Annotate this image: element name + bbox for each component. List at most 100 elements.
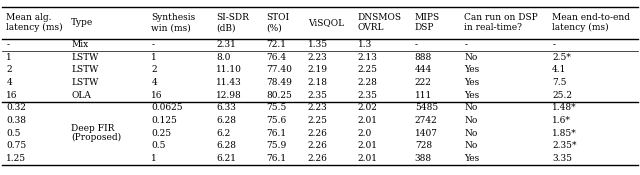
Text: 6.28: 6.28 — [216, 141, 236, 150]
Text: 5485: 5485 — [415, 103, 438, 112]
Text: 2.28: 2.28 — [358, 78, 378, 87]
Text: 12.98: 12.98 — [216, 91, 242, 100]
Text: 1.6*: 1.6* — [552, 116, 571, 125]
Text: 11.10: 11.10 — [216, 65, 242, 75]
Text: 0.32: 0.32 — [6, 103, 26, 112]
Text: LSTW: LSTW — [71, 53, 99, 62]
Text: 1407: 1407 — [415, 128, 438, 138]
Text: 2.01: 2.01 — [358, 116, 378, 125]
Text: 2742: 2742 — [415, 116, 438, 125]
Text: LSTW: LSTW — [71, 78, 99, 87]
Text: 2.19: 2.19 — [308, 65, 328, 75]
Text: 8.0: 8.0 — [216, 53, 230, 62]
Text: 2.35*: 2.35* — [552, 141, 577, 150]
Text: No: No — [465, 141, 478, 150]
Text: -: - — [152, 40, 154, 49]
Text: 25.2: 25.2 — [552, 91, 572, 100]
Text: STOI
(%): STOI (%) — [266, 13, 289, 32]
Text: 1.48*: 1.48* — [552, 103, 577, 112]
Text: 0.75: 0.75 — [6, 141, 27, 150]
Text: 888: 888 — [415, 53, 432, 62]
Text: 444: 444 — [415, 65, 432, 75]
Text: 2.26: 2.26 — [308, 154, 328, 163]
Text: 2.26: 2.26 — [308, 141, 328, 150]
Text: SI-SDR
(dB): SI-SDR (dB) — [216, 13, 249, 32]
Text: 76.4: 76.4 — [266, 53, 286, 62]
Text: 2.01: 2.01 — [358, 141, 378, 150]
Text: 728: 728 — [415, 141, 432, 150]
Text: 2: 2 — [152, 65, 157, 75]
Text: 2.35: 2.35 — [308, 91, 328, 100]
Text: 11.43: 11.43 — [216, 78, 242, 87]
Text: 16: 16 — [152, 91, 163, 100]
Text: 2.01: 2.01 — [358, 154, 378, 163]
Text: 0.0625: 0.0625 — [152, 103, 183, 112]
Text: LSTW: LSTW — [71, 65, 99, 75]
Text: 2.02: 2.02 — [358, 103, 378, 112]
Text: 6.33: 6.33 — [216, 103, 236, 112]
Text: 4: 4 — [6, 78, 12, 87]
Text: 0.38: 0.38 — [6, 116, 26, 125]
Text: 72.1: 72.1 — [266, 40, 286, 49]
Text: Mix: Mix — [71, 40, 88, 49]
Text: 1.25: 1.25 — [6, 154, 26, 163]
Text: Synthesis
win (ms): Synthesis win (ms) — [152, 13, 196, 32]
Text: Yes: Yes — [465, 154, 479, 163]
Text: -: - — [465, 40, 467, 49]
Text: -: - — [415, 40, 418, 49]
Text: 2.18: 2.18 — [308, 78, 328, 87]
Text: 75.9: 75.9 — [266, 141, 286, 150]
Text: 2.25: 2.25 — [358, 65, 378, 75]
Text: 6.21: 6.21 — [216, 154, 236, 163]
Text: 2.26: 2.26 — [308, 128, 328, 138]
Text: 0.25: 0.25 — [152, 128, 172, 138]
Text: 6.28: 6.28 — [216, 116, 236, 125]
Text: 77.40: 77.40 — [266, 65, 292, 75]
Text: 1.35: 1.35 — [308, 40, 328, 49]
Text: 0.5: 0.5 — [6, 128, 21, 138]
Text: OLA: OLA — [71, 91, 91, 100]
Text: 1: 1 — [6, 53, 12, 62]
Text: 222: 222 — [415, 78, 431, 87]
Text: 76.1: 76.1 — [266, 154, 286, 163]
Text: 78.49: 78.49 — [266, 78, 292, 87]
Text: 2: 2 — [6, 65, 12, 75]
Text: 1: 1 — [152, 53, 157, 62]
Text: 0.125: 0.125 — [152, 116, 177, 125]
Text: No: No — [465, 103, 478, 112]
Text: Mean end-to-end
latency (ms): Mean end-to-end latency (ms) — [552, 13, 630, 32]
Text: 76.1: 76.1 — [266, 128, 286, 138]
Text: -: - — [552, 40, 556, 49]
Text: 16: 16 — [6, 91, 18, 100]
Text: 2.23: 2.23 — [308, 53, 328, 62]
Text: 388: 388 — [415, 154, 432, 163]
Text: Type: Type — [71, 18, 93, 27]
Text: MIPS
DSP: MIPS DSP — [415, 13, 440, 32]
Text: No: No — [465, 128, 478, 138]
Text: 2.35: 2.35 — [358, 91, 378, 100]
Text: 2.5*: 2.5* — [552, 53, 571, 62]
Text: No: No — [465, 116, 478, 125]
Text: 75.5: 75.5 — [266, 103, 286, 112]
Text: -: - — [6, 40, 10, 49]
Text: 4.1: 4.1 — [552, 65, 566, 75]
Text: 4: 4 — [152, 78, 157, 87]
Text: No: No — [465, 53, 478, 62]
Text: 80.25: 80.25 — [266, 91, 292, 100]
Text: 1.3: 1.3 — [358, 40, 372, 49]
Text: 111: 111 — [415, 91, 432, 100]
Text: 2.31: 2.31 — [216, 40, 236, 49]
Text: 3.35: 3.35 — [552, 154, 572, 163]
Text: Can run on DSP
in real-time?: Can run on DSP in real-time? — [465, 13, 538, 32]
Text: 1.85*: 1.85* — [552, 128, 577, 138]
Text: Yes: Yes — [465, 65, 479, 75]
Text: 1: 1 — [152, 154, 157, 163]
Text: 2.25: 2.25 — [308, 116, 328, 125]
Text: 6.2: 6.2 — [216, 128, 230, 138]
Text: 7.5: 7.5 — [552, 78, 566, 87]
Text: Yes: Yes — [465, 91, 479, 100]
Text: Yes: Yes — [465, 78, 479, 87]
Text: ViSQOL: ViSQOL — [308, 18, 344, 27]
Text: 2.23: 2.23 — [308, 103, 328, 112]
Text: DNSMOS
OVRL: DNSMOS OVRL — [358, 13, 401, 32]
